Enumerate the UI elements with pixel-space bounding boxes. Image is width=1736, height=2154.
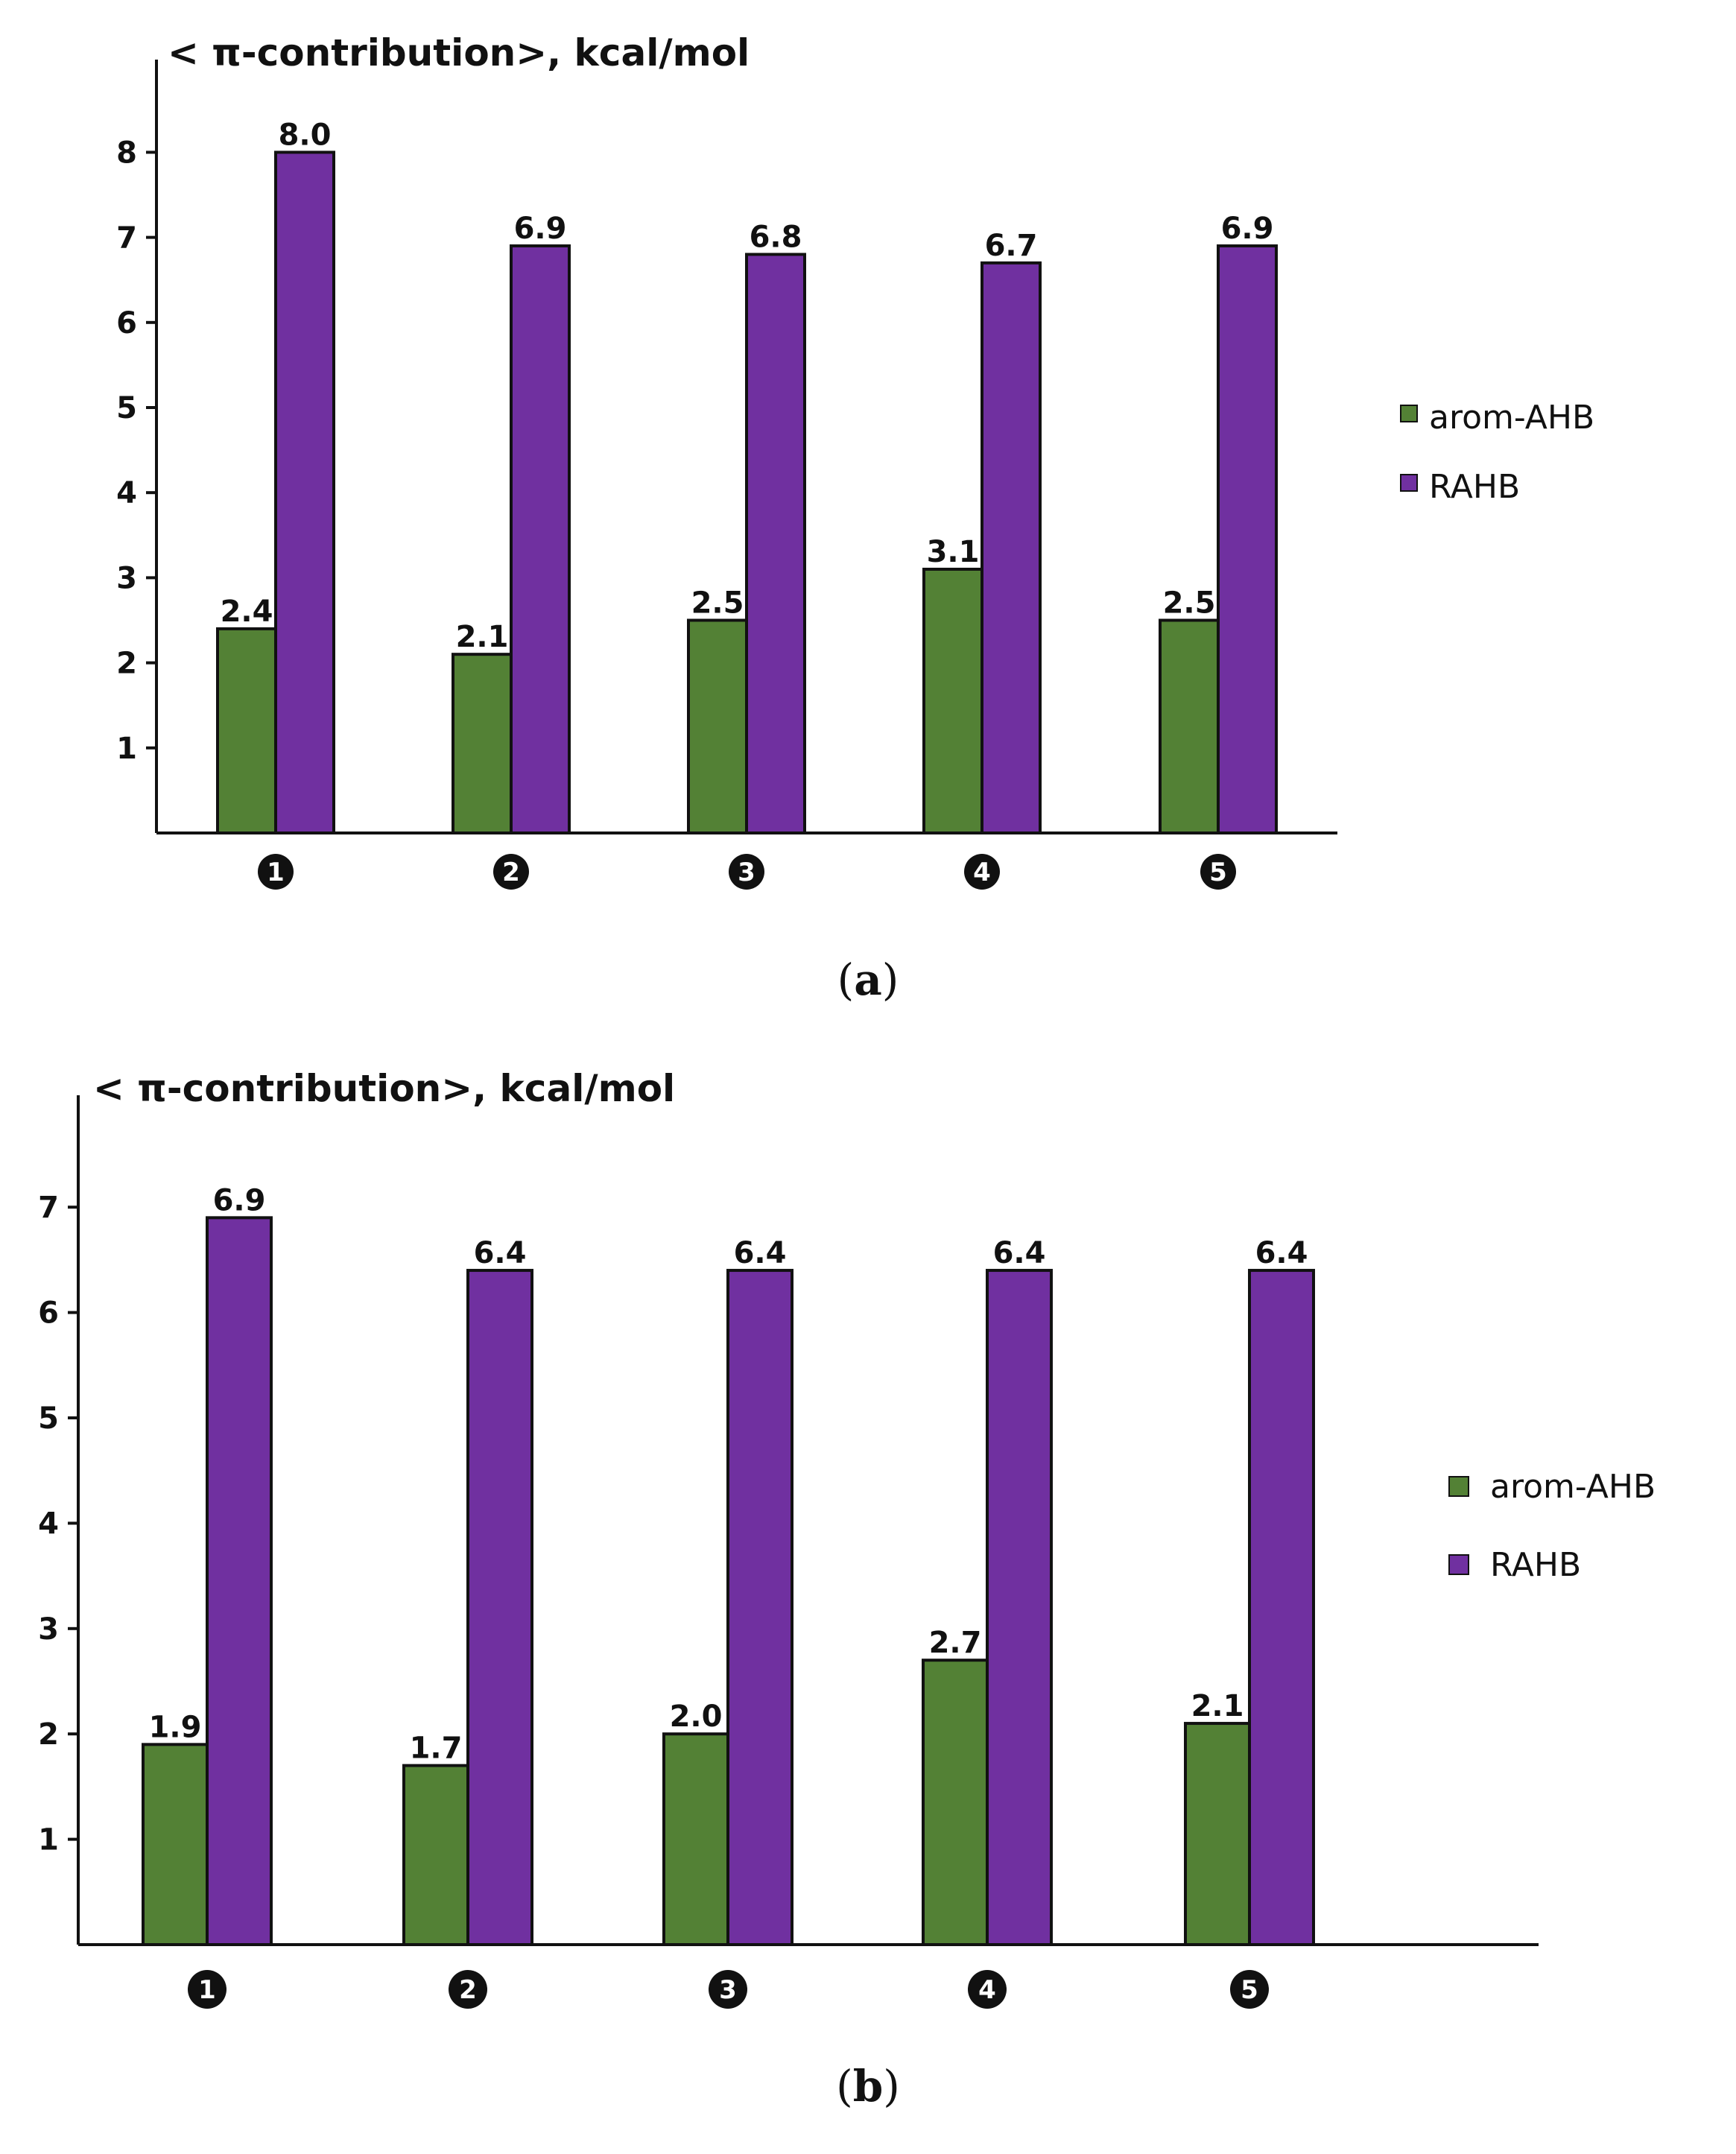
category-label: 3	[738, 858, 755, 887]
y-tick-label: 7	[38, 1191, 59, 1225]
y-tick-label: 5	[116, 391, 137, 425]
category-marker	[1230, 1970, 1269, 2009]
y-tick-label: 5	[38, 1401, 59, 1436]
y-axis-label-b: < π-contribution>, kcal/mol	[93, 1067, 675, 1110]
data-label: 6.7	[985, 229, 1038, 263]
bars-b: 1.9 6.9 1.7 6.4 2.0 6.4 2.7 6.4 2.1 6.4	[142, 1183, 1315, 1947]
caption-b: (b)	[836, 2061, 900, 2112]
data-label: 2.5	[691, 586, 744, 621]
x-categories-b: 1 2 3 4 5	[188, 1970, 1269, 2009]
data-label: 2.1	[456, 620, 509, 654]
data-label: 6.4	[734, 1236, 787, 1270]
bar-rahb	[510, 244, 571, 834]
y-tick-label: 8	[116, 136, 137, 170]
category-label: 5	[1241, 1975, 1258, 2005]
data-label: 6.4	[474, 1236, 527, 1270]
y-tick-label: 2	[116, 647, 137, 681]
legend-label-arom-ahb-b: arom-AHB	[1490, 1468, 1656, 1506]
y-tick-label: 4	[38, 1507, 59, 1541]
bar-arom-ahb	[662, 1732, 729, 1946]
legend-label-rahb-a: RAHB	[1429, 468, 1520, 506]
legend-swatch-rahb-b	[1448, 1554, 1469, 1575]
data-label: 6.4	[1255, 1236, 1308, 1270]
category-label: 1	[267, 858, 285, 887]
y-tick-label: 3	[116, 561, 137, 595]
bar-arom-ahb	[452, 653, 513, 834]
chart-panel-b: < π-contribution>, kcal/mol 1 2 3 4 5 6 7 1.9 6…	[38, 1067, 1656, 2112]
y-tick-label: 3	[38, 1612, 59, 1647]
legend-swatch-arom-ahb-b	[1448, 1476, 1469, 1497]
data-label: 3.1	[927, 535, 980, 569]
bars-a: 2.4 8.0 2.1 6.9 2.5 6.8 3.1 6.7 2.5 6.9	[216, 118, 1278, 834]
category-marker	[1200, 854, 1236, 890]
y-tick-label: 6	[116, 306, 137, 340]
bar-arom-ahb	[1159, 618, 1220, 834]
bar-arom-ahb	[402, 1764, 469, 1947]
legend-label-arom-ahb-a: arom-AHB	[1429, 399, 1594, 437]
bar-rahb	[206, 1216, 273, 1946]
category-marker	[968, 1970, 1007, 2009]
chart-panel-a: < π-contribution>, kcal/mol 1 2 3 4 5 6 7 8 2.4…	[116, 31, 1594, 1005]
category-label: 2	[502, 858, 520, 887]
x-categories-a: 1 2 3 4 5	[258, 854, 1236, 890]
category-marker	[729, 854, 764, 890]
bar-arom-ahb	[1184, 1722, 1251, 1947]
data-label: 2.1	[1191, 1689, 1244, 1723]
category-label: 3	[719, 1975, 737, 2005]
category-marker	[188, 1970, 226, 2009]
data-label: 6.9	[213, 1183, 266, 1217]
category-marker	[449, 1970, 487, 2009]
category-marker	[493, 854, 529, 890]
bar-rahb	[981, 261, 1042, 834]
y-tick-label: 7	[116, 221, 137, 256]
bar-rahb	[1217, 244, 1278, 834]
category-label: 4	[973, 858, 991, 887]
bar-rahb	[986, 1269, 1053, 1947]
category-label: 4	[978, 1975, 996, 2005]
category-marker	[964, 854, 1000, 890]
y-tick-label: 1	[38, 1823, 59, 1857]
bar-arom-ahb	[922, 1659, 989, 1946]
legend-swatch-arom-ahb-a	[1400, 405, 1418, 422]
data-label: 6.4	[993, 1236, 1046, 1270]
legend-a: arom-AHB RAHB	[1400, 399, 1594, 506]
y-tick-label: 2	[38, 1717, 59, 1752]
data-label: 2.7	[929, 1626, 982, 1660]
y-tick-label: 6	[38, 1296, 59, 1331]
axes-b: 1 2 3 4 5 6 7	[38, 1095, 1539, 1946]
bar-rahb	[1248, 1269, 1315, 1947]
category-label: 5	[1209, 858, 1227, 887]
data-label: 2.4	[221, 595, 273, 629]
legend-b: arom-AHB RAHB	[1448, 1468, 1656, 1584]
y-tick-label: 4	[116, 476, 137, 510]
data-label: 6.9	[514, 212, 567, 246]
y-axis-label-a: < π-contribution>, kcal/mol	[168, 31, 750, 75]
data-label: 1.7	[410, 1732, 463, 1766]
bar-rahb	[726, 1269, 793, 1947]
data-label: 6.9	[1221, 212, 1274, 246]
bar-arom-ahb	[142, 1743, 209, 1947]
category-label: 1	[198, 1975, 216, 2005]
category-label: 2	[459, 1975, 477, 2005]
data-label: 8.0	[279, 118, 332, 152]
axes-a: 1 2 3 4 5 6 7 8	[116, 60, 1337, 834]
data-label: 1.9	[149, 1710, 202, 1744]
category-marker	[709, 1970, 747, 2009]
legend-swatch-rahb-a	[1400, 474, 1418, 492]
bar-arom-ahb	[922, 567, 983, 834]
bar-rahb	[745, 253, 806, 834]
bar-arom-ahb	[216, 627, 277, 834]
bar-rahb	[466, 1269, 533, 1947]
data-label: 6.8	[750, 220, 802, 254]
caption-a: (a)	[837, 954, 899, 1005]
legend-label-rahb-b: RAHB	[1490, 1546, 1581, 1584]
bar-rahb	[274, 151, 335, 834]
category-marker	[258, 854, 294, 890]
y-tick-label: 1	[116, 732, 137, 766]
data-label: 2.5	[1163, 586, 1216, 621]
bar-arom-ahb	[687, 618, 748, 834]
data-label: 2.0	[670, 1700, 723, 1734]
